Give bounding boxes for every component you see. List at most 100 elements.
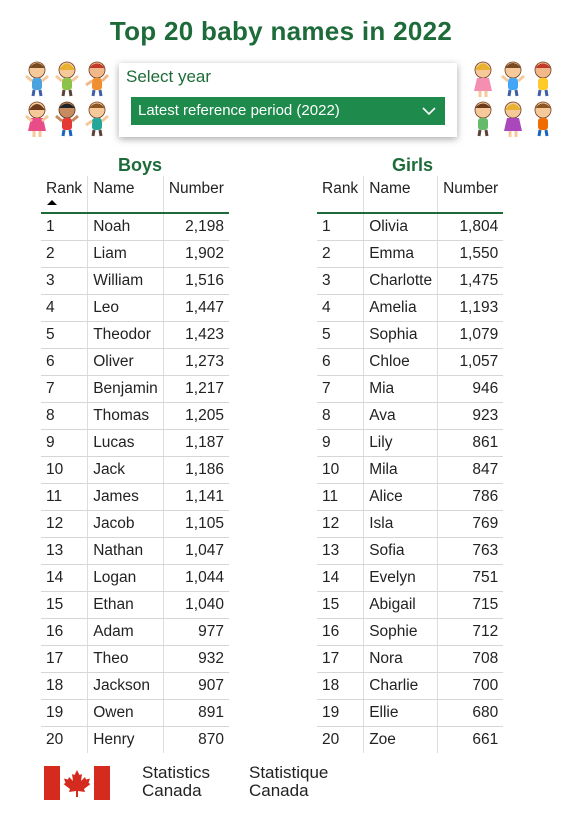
table-row: 15 Ethan 1,040 [41, 591, 229, 619]
name-cell: Henry [87, 726, 164, 753]
rank-cell: 19 [317, 699, 364, 727]
number-cell: 870 [162, 726, 229, 753]
rank-cell: 7 [41, 375, 88, 403]
number-column-header[interactable]: Number [162, 176, 229, 214]
rank-cell: 17 [41, 645, 88, 673]
rank-cell: 8 [317, 402, 364, 430]
number-cell: 680 [437, 699, 504, 727]
name-cell: Benjamin [87, 375, 164, 403]
table-row: 20 Henry 870 [41, 726, 229, 753]
number-cell: 1,186 [162, 456, 229, 484]
name-cell: Isla [363, 510, 438, 538]
number-cell: 1,040 [162, 591, 229, 619]
rank-cell: 8 [41, 402, 88, 430]
name-cell: Oliver [87, 348, 164, 376]
name-cell: Jack [87, 456, 164, 484]
table-row: 19 Owen 891 [41, 699, 229, 727]
agency-name-english: Statistics Canada [142, 763, 211, 800]
table-row: 13 Sofia 763 [317, 537, 504, 565]
children-illustration-icon [470, 58, 558, 138]
table-row: 9 Lily 861 [317, 429, 504, 457]
number-cell: 1,187 [162, 429, 229, 457]
rank-cell: 20 [46, 731, 64, 748]
table-row: 14 Logan 1,044 [41, 564, 229, 592]
table-row: 11 James 1,141 [41, 483, 229, 511]
table-row: 3 Charlotte 1,475 [317, 267, 504, 295]
boys-table: Rank Name Number 1 Noah 2,198 2 Liam 1,902 3 Wi… [41, 176, 229, 753]
number-cell: 847 [437, 456, 504, 484]
name-cell: Ellie [363, 699, 438, 727]
rank-cell: 1 [317, 213, 364, 241]
girls-heading: Girls [392, 155, 434, 175]
name-cell: Jacob [87, 510, 164, 538]
rank-column-header[interactable]: Rank [317, 176, 364, 214]
rank-cell: 9 [41, 429, 88, 457]
number-column-header[interactable]: Number [437, 176, 504, 214]
name-cell: Lily [363, 429, 438, 457]
rank-cell: 6 [41, 348, 88, 376]
chevron-down-icon [422, 107, 436, 116]
name-cell: Theodor [87, 321, 164, 349]
rank-cell: 11 [317, 483, 364, 511]
rank-cell: 5 [41, 321, 88, 349]
number-cell: 932 [162, 645, 229, 673]
name-column-header[interactable]: Name [363, 176, 438, 214]
rank-cell: 16 [317, 618, 364, 646]
rank-column-header[interactable]: Rank [41, 176, 88, 214]
name-cell: Liam [87, 240, 164, 268]
name-cell: Charlotte [363, 267, 438, 295]
table-row: 3 William 1,516 [41, 267, 229, 295]
canada-flag-icon [44, 766, 110, 800]
table-row: 14 Evelyn 751 [317, 564, 504, 592]
table-row: 18 Charlie 700 [317, 672, 504, 700]
name-cell: Mila [363, 456, 438, 484]
number-cell: 1,273 [162, 348, 229, 376]
name-cell: Amelia [363, 294, 438, 322]
number-cell: 1,079 [437, 321, 504, 349]
table-row: 5 Theodor 1,423 [41, 321, 229, 349]
rank-cell: 1 [41, 213, 88, 241]
rank-cell: 10 [317, 456, 364, 484]
year-dropdown[interactable]: Latest reference period (2022) [131, 97, 445, 125]
table-row: 5 Sophia 1,079 [317, 321, 504, 349]
number-cell: 661 [437, 726, 504, 753]
rank-cell: 17 [317, 645, 364, 673]
table-row: 15 Abigail 715 [317, 591, 504, 619]
name-cell: Zoe [363, 726, 438, 753]
rank-cell: 10 [41, 456, 88, 484]
name-cell: Theo [87, 645, 164, 673]
year-dropdown-value: Latest reference period (2022) [138, 102, 340, 119]
name-cell: Chloe [363, 348, 438, 376]
number-cell: 946 [437, 375, 504, 403]
year-selector-panel: Select year Latest reference period (202… [119, 63, 457, 137]
name-cell: Thomas [87, 402, 164, 430]
name-cell: Logan [87, 564, 164, 592]
rank-cell: 14 [41, 564, 88, 592]
table-row: 12 Isla 769 [317, 510, 504, 538]
number-cell: 907 [162, 672, 229, 700]
number-cell: 1,044 [162, 564, 229, 592]
table-row: 16 Sophie 712 [317, 618, 504, 646]
table-row: 8 Ava 923 [317, 402, 504, 430]
rank-cell: 3 [41, 267, 88, 295]
number-cell: 977 [162, 618, 229, 646]
rank-cell: 6 [317, 348, 364, 376]
number-cell: 1,423 [162, 321, 229, 349]
sort-ascending-icon [47, 200, 57, 205]
rank-cell: 5 [317, 321, 364, 349]
name-cell: Nathan [87, 537, 164, 565]
rank-cell: 20 [322, 731, 340, 748]
name-cell: Sophie [363, 618, 438, 646]
table-row: 10 Jack 1,186 [41, 456, 229, 484]
number-cell: 1,193 [437, 294, 504, 322]
name-cell: Emma [363, 240, 438, 268]
table-row: 20 Zoe 661 [317, 726, 504, 753]
number-cell: 1,205 [162, 402, 229, 430]
rank-cell: 11 [41, 483, 88, 511]
name-column-header[interactable]: Name [87, 176, 164, 214]
number-cell: 1,217 [162, 375, 229, 403]
name-cell: Ethan [87, 591, 164, 619]
name-cell: William [87, 267, 164, 295]
table-row: 7 Mia 946 [317, 375, 504, 403]
table-row: 11 Alice 786 [317, 483, 504, 511]
